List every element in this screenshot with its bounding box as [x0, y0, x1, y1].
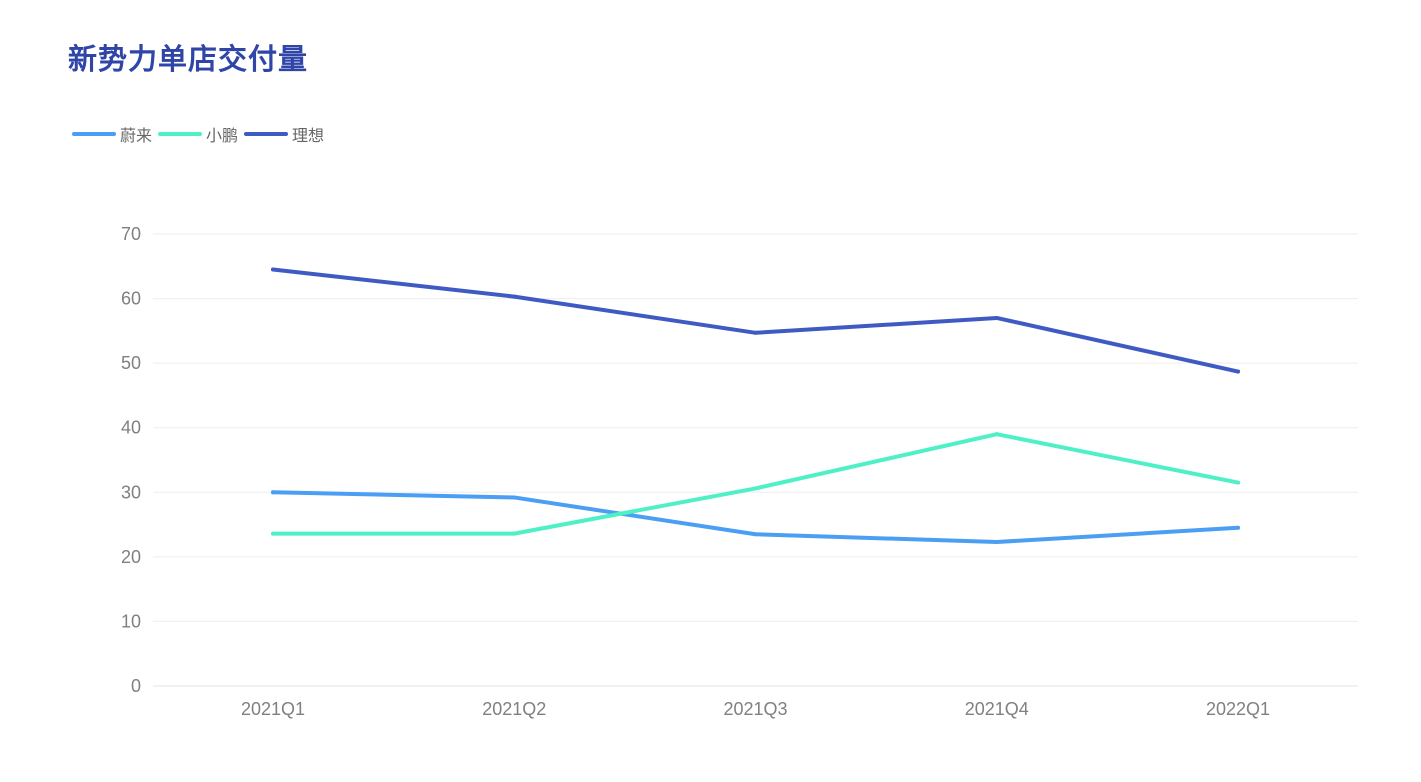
legend-label-xpeng: 小鹏 [206, 126, 239, 145]
data-point[interactable] [753, 486, 758, 491]
x-tick-label: 2021Q4 [965, 699, 1029, 719]
y-tick-label: 0 [131, 676, 141, 696]
x-tick-label: 2021Q1 [241, 699, 305, 719]
y-tick-label: 60 [121, 289, 141, 309]
x-tick-label: 2021Q2 [482, 699, 546, 719]
chart-title: 新势力单店交付量 [68, 42, 309, 76]
y-tick-label: 70 [121, 224, 141, 244]
legend-swatch-li-auto [244, 132, 289, 136]
data-point[interactable] [512, 294, 517, 299]
series-lines [271, 267, 1240, 545]
data-point[interactable] [271, 531, 275, 536]
data-point[interactable] [994, 432, 999, 437]
data-point[interactable] [512, 495, 517, 500]
y-axis-ticks: 0 10 20 30 40 50 60 70 [121, 224, 141, 696]
legend-item-nio[interactable]: 蔚来 [72, 122, 152, 146]
series-line-2[interactable] [271, 267, 1240, 374]
legend: 蔚来 小鹏 理想 [72, 122, 330, 146]
data-point[interactable] [271, 490, 275, 495]
data-point[interactable] [753, 532, 758, 537]
data-point[interactable] [994, 315, 999, 320]
data-point[interactable] [1236, 525, 1240, 530]
y-tick-label: 20 [121, 547, 141, 567]
data-point[interactable] [1236, 480, 1240, 485]
legend-item-li-auto[interactable]: 理想 [244, 122, 324, 146]
series-line-1[interactable] [271, 432, 1240, 536]
y-tick-label: 30 [121, 482, 141, 502]
y-tick-label: 50 [121, 353, 141, 373]
data-point[interactable] [753, 330, 758, 335]
x-axis-ticks: 2021Q1 2021Q2 2021Q3 2021Q4 2022Q1 [241, 699, 1270, 719]
legend-swatch-nio [72, 132, 116, 136]
x-tick-label: 2022Q1 [1206, 699, 1270, 719]
data-point[interactable] [512, 531, 517, 536]
data-point[interactable] [1236, 369, 1240, 374]
data-point[interactable] [271, 267, 275, 272]
grid-lines [153, 233, 1358, 687]
legend-swatch-xpeng [158, 132, 203, 136]
y-tick-label: 40 [121, 418, 141, 438]
data-point[interactable] [994, 540, 999, 545]
y-tick-label: 10 [121, 611, 141, 631]
x-tick-label: 2021Q3 [723, 699, 787, 719]
legend-label-li-auto: 理想 [292, 126, 325, 145]
legend-label-nio: 蔚来 [120, 126, 153, 145]
legend-item-xpeng[interactable]: 小鹏 [158, 122, 238, 146]
